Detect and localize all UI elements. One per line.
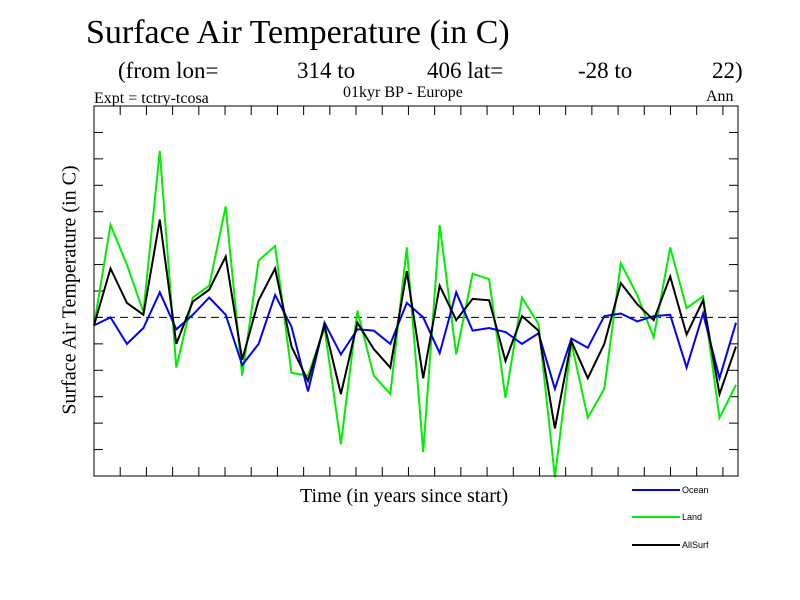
season-label: Ann [706,88,734,105]
experiment-label: Expt = tctry-tcosa [94,90,209,107]
period-label: 01kyr BP - Europe [343,84,463,101]
plot-frame [93,105,739,477]
axis-ticks [94,106,738,476]
subtitle-lat-end: 22) [712,58,743,83]
series-line-ocean [93,289,737,393]
series-lines [93,150,737,478]
legend-label-land: Land [682,512,702,522]
x-axis-label: Time (in years since start) [300,485,509,507]
series-line-land [93,150,737,478]
subtitle-lon-label: (from lon= [118,58,219,83]
subtitle-lon-start: 314 to [297,58,356,83]
subtitle-lat-start: -28 to [578,58,633,83]
chart-title: Surface Air Temperature (in C) [86,14,510,51]
legend: Ocean Land AllSurf [632,485,709,550]
legend-label-allsurf: AllSurf [682,540,709,550]
subtitle-lon-end-lat-label: 406 lat= [427,58,504,83]
series-line-allsurf [93,219,737,429]
legend-label-ocean: Ocean [682,485,709,495]
